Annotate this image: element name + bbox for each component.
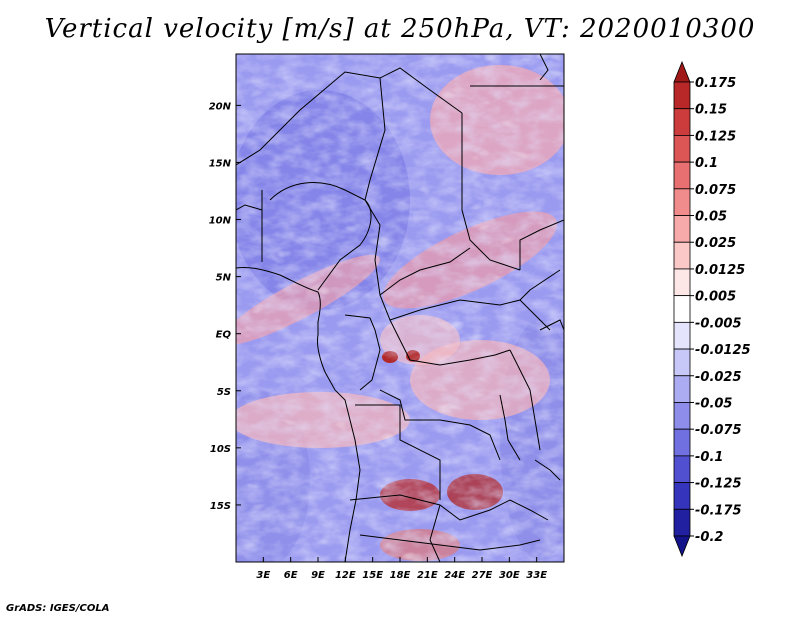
colorbar-swatch: [673, 241, 691, 270]
colorbar-label: -0.175: [695, 503, 742, 518]
colorbar-label: 0.005: [695, 290, 736, 305]
colorbar-swatch: [673, 60, 691, 83]
colorbar-label: -0.0125: [695, 343, 751, 358]
colorbar-label: 0.175: [695, 76, 736, 91]
x-tick-label: 12E: [335, 570, 356, 581]
colorbar-swatch: [673, 321, 691, 350]
colorbar-label: 0.125: [695, 129, 736, 144]
colorbar-label: -0.1: [695, 450, 723, 465]
colorbar-label: 0.025: [695, 236, 736, 251]
chart-title: Vertical velocity [m/s] at 250hPa, VT: 2…: [44, 14, 756, 44]
grads-credit: GrADS: IGES/COLA: [6, 603, 110, 614]
colorbar-label: -0.2: [695, 530, 723, 545]
y-tick-label: 20N: [209, 101, 232, 112]
y-tick-label: 15N: [209, 158, 232, 169]
colorbar-swatch: [673, 295, 691, 323]
colorbar-label: 0.05: [695, 210, 727, 225]
y-tick-label: EQ: [216, 330, 232, 341]
x-tick-label: 21E: [417, 570, 438, 581]
colorbar-swatch: [673, 482, 691, 510]
colorbar-swatch: [673, 135, 691, 163]
x-tick-label: 6E: [284, 570, 298, 581]
colorbar-label: -0.075: [695, 423, 742, 438]
colorbar-swatch: [673, 161, 691, 190]
colorbar-label: -0.025: [695, 370, 742, 385]
colorbar-label: 0.0125: [695, 263, 745, 278]
y-tick-label: 10N: [209, 216, 232, 227]
colorbar-label: -0.005: [695, 316, 742, 331]
colorbar-label: 0.075: [695, 183, 736, 198]
colorbar-swatch: [673, 535, 691, 558]
y-tick-label: 10S: [210, 444, 231, 455]
colorbar-swatch: [673, 402, 691, 430]
colorbar-swatch: [673, 268, 691, 297]
colorbar-swatch: [673, 108, 691, 136]
x-tick-label: 9E: [311, 570, 325, 581]
x-axis: 3E 6E 9E 12E 15E 18E 21E 24E 27E 30E 33E: [256, 557, 547, 581]
colorbar-swatch: [673, 81, 691, 110]
colorbar-label: -0.05: [695, 396, 732, 411]
x-tick-label: 27E: [472, 570, 493, 581]
colorbar-swatch: [673, 188, 691, 216]
x-tick-label: 24E: [444, 570, 465, 581]
x-tick-label: 15E: [362, 570, 383, 581]
colorbar-swatch: [673, 508, 691, 537]
y-tick-label: 5S: [217, 387, 231, 398]
x-tick-label: 30E: [499, 570, 520, 581]
y-tick-label: 15S: [210, 501, 231, 512]
colorbar-label: -0.125: [695, 477, 742, 492]
colorbar: 0.175 0.15 0.125 0.1 0.075 0.05 0.025 0.0125 0.0…: [673, 60, 751, 558]
colorbar-label: 0.1: [695, 156, 718, 171]
velocity-field: [236, 54, 564, 562]
y-axis: 20N 15N 10N 5N EQ 5S 10S 15S: [209, 101, 241, 512]
colorbar-swatch: [673, 375, 691, 403]
colorbar-swatch: [673, 215, 691, 243]
colorbar-swatch: [673, 348, 691, 377]
x-tick-label: 18E: [390, 570, 411, 581]
country-borders: [236, 54, 564, 562]
y-tick-label: 5N: [216, 273, 232, 284]
x-tick-label: 3E: [256, 570, 270, 581]
colorbar-swatch: [673, 455, 691, 483]
x-tick-label: 33E: [526, 570, 547, 581]
colorbar-label: 0.15: [695, 103, 727, 118]
colorbar-swatch: [673, 428, 691, 457]
